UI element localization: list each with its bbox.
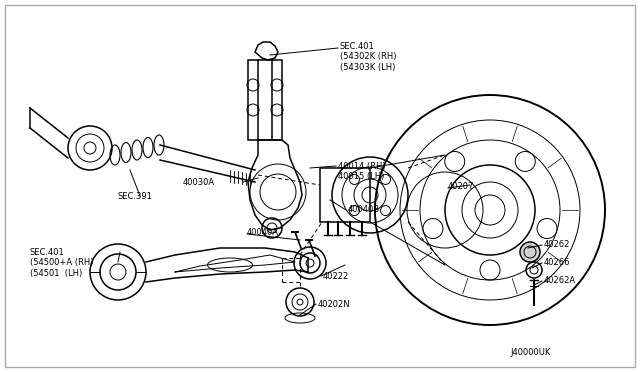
- Text: SEC.391: SEC.391: [118, 192, 153, 201]
- Text: 40266: 40266: [544, 258, 570, 267]
- Text: 40262A: 40262A: [544, 276, 576, 285]
- Text: 40040A: 40040A: [247, 228, 279, 237]
- Text: 40040B: 40040B: [348, 205, 380, 214]
- Text: 40014 (RH)
40015 (LH): 40014 (RH) 40015 (LH): [338, 162, 386, 182]
- Text: 40030A: 40030A: [183, 178, 215, 187]
- Text: 40262: 40262: [544, 240, 570, 249]
- Text: 40207: 40207: [448, 182, 474, 191]
- Text: SEC.401
(54302K (RH)
(54303K (LH): SEC.401 (54302K (RH) (54303K (LH): [340, 42, 397, 72]
- Text: J40000UK: J40000UK: [510, 348, 550, 357]
- Text: SEC.401
(54500+A (RH)
(54501  (LH): SEC.401 (54500+A (RH) (54501 (LH): [30, 248, 93, 278]
- Circle shape: [520, 242, 540, 262]
- Text: 40222: 40222: [323, 272, 349, 281]
- Text: 40202N: 40202N: [318, 300, 351, 309]
